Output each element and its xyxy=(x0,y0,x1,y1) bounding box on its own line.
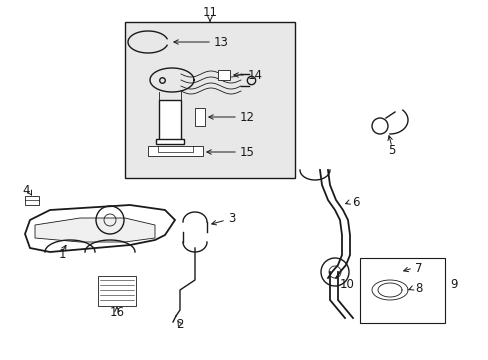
Text: 6: 6 xyxy=(351,195,359,208)
Text: 7: 7 xyxy=(414,261,422,274)
Polygon shape xyxy=(35,218,155,242)
Bar xyxy=(148,146,203,156)
Text: 2: 2 xyxy=(176,319,183,332)
Polygon shape xyxy=(25,205,175,252)
Bar xyxy=(25,196,39,205)
Bar xyxy=(156,139,183,144)
Text: 8: 8 xyxy=(414,282,422,294)
Text: 3: 3 xyxy=(227,212,235,225)
Text: 16: 16 xyxy=(109,306,124,320)
Bar xyxy=(359,258,444,323)
Text: 13: 13 xyxy=(214,36,228,49)
Text: 4: 4 xyxy=(22,184,30,197)
Text: 5: 5 xyxy=(387,144,395,157)
Text: 9: 9 xyxy=(449,279,457,292)
Bar xyxy=(98,276,136,306)
Bar xyxy=(159,100,181,140)
Bar xyxy=(195,108,204,126)
Bar xyxy=(125,22,294,178)
Text: 1: 1 xyxy=(58,248,65,261)
Text: 15: 15 xyxy=(240,145,254,158)
Text: 12: 12 xyxy=(240,111,254,123)
Text: 14: 14 xyxy=(247,68,263,81)
Text: 10: 10 xyxy=(340,279,354,292)
Bar xyxy=(218,70,229,80)
Text: 11: 11 xyxy=(202,5,217,18)
